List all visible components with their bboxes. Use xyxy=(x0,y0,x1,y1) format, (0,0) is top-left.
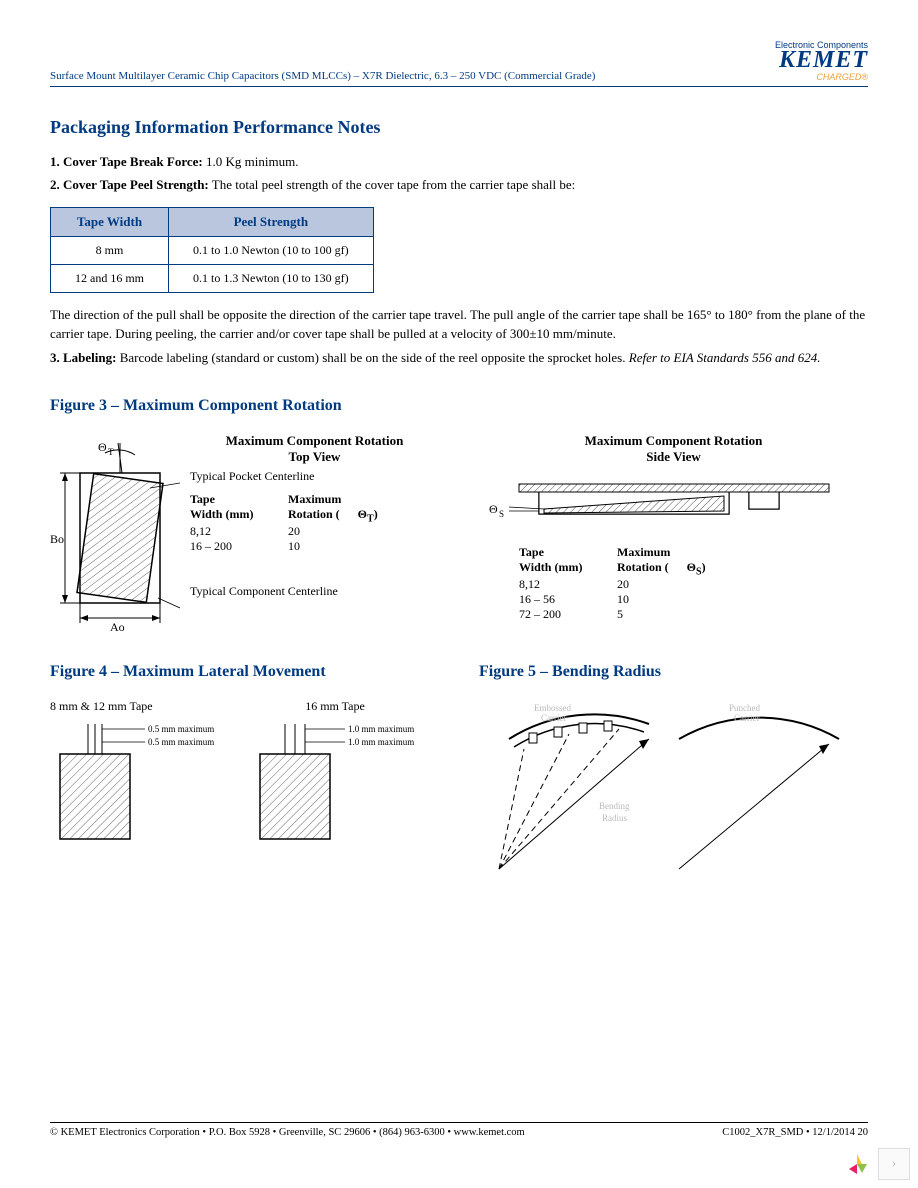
th: ) xyxy=(702,560,706,574)
th: Rotation ( xyxy=(617,560,669,574)
peel-strength-table: Tape Width Peel Strength 8 mm 0.1 to 1.0… xyxy=(50,207,374,293)
td: 10 xyxy=(288,539,378,554)
table-cell: 12 and 16 mm xyxy=(51,264,169,292)
note2-label: 2. Cover Tape Peel Strength: xyxy=(50,177,209,192)
th: Width (mm) xyxy=(190,507,270,524)
svg-text:Radius: Radius xyxy=(602,813,627,823)
doc-title: Surface Mount Multilayer Ceramic Chip Ca… xyxy=(50,70,595,82)
svg-text:Θ: Θ xyxy=(98,440,107,454)
performance-notes: 1. Cover Tape Break Force: 1.0 Kg minimu… xyxy=(50,152,868,195)
fig3-side-title: Maximum Component Rotation Side View xyxy=(479,433,868,465)
fig3-side-svg: ΘS xyxy=(479,469,839,539)
fig3-side-table: TapeMaximum Width (mm)Rotation ( ΘS) 8,1… xyxy=(519,545,868,622)
table-row: 8 mm 0.1 to 1.0 Newton (10 to 100 gf) xyxy=(51,236,374,264)
fig3-heading: Figure 3 – Maximum Component Rotation xyxy=(50,397,868,415)
viewer-logo-icon xyxy=(842,1149,872,1179)
td: 10 xyxy=(617,592,707,607)
th: Tape xyxy=(519,545,599,560)
svg-text:1.0 mm maximum: 1.0 mm maximum xyxy=(348,724,414,734)
svg-text:1.0 mm maximum: 1.0 mm maximum xyxy=(348,737,414,747)
peel-th-strength: Peel Strength xyxy=(169,207,374,236)
note3-label: 3. Labeling: xyxy=(50,350,116,365)
td: 8,12 xyxy=(190,524,270,539)
td: 5 xyxy=(617,607,707,622)
fig4-heading: Figure 4 – Maximum Lateral Movement xyxy=(50,663,439,681)
svg-text:Bending: Bending xyxy=(599,801,630,811)
page-footer: © KEMET Electronics Corporation • P.O. B… xyxy=(50,1122,868,1138)
svg-text:Carrier: Carrier xyxy=(734,713,759,723)
table-cell: 0.1 to 1.3 Newton (10 to 130 gf) xyxy=(169,264,374,292)
svg-text:T: T xyxy=(108,447,114,457)
notes-continued: The direction of the pull shall be oppos… xyxy=(50,305,868,368)
note3-italic: Refer to EIA Standards 556 and 624. xyxy=(629,350,821,365)
fig4-right: 16 mm Tape 1.0 mm maximum 1.0 mm maximum xyxy=(250,699,420,844)
fig3-top-table: TapeMaximum Width (mm)Rotation ( ΘT) 8,1… xyxy=(190,492,439,554)
fig3-top-view: ΘT Bo Ao xyxy=(50,433,439,633)
component-centerline-label: Typical Component Centerline xyxy=(190,584,439,599)
fig3-row: ΘT Bo Ao xyxy=(50,433,868,633)
svg-text:Θ: Θ xyxy=(489,502,498,516)
note3-text: Barcode labeling (standard or custom) sh… xyxy=(116,350,628,365)
td: 8,12 xyxy=(519,577,599,592)
svg-text:Ao: Ao xyxy=(110,620,125,633)
svg-text:Embossed: Embossed xyxy=(534,703,571,713)
table-cell: 0.1 to 1.0 Newton (10 to 100 gf) xyxy=(169,236,374,264)
fig4-left-label: 8 mm & 12 mm Tape xyxy=(50,699,220,714)
fig5: Figure 5 – Bending Radius Embossed Carri… xyxy=(479,633,868,879)
fig3-top-svg: ΘT Bo Ao xyxy=(50,433,180,633)
fig4-left-svg: 0.5 mm maximum 0.5 mm maximum xyxy=(50,714,220,844)
svg-text:0.5 mm maximum: 0.5 mm maximum xyxy=(148,724,214,734)
fig3-top-title: Maximum Component Rotation Top View xyxy=(190,433,439,465)
td: 72 – 200 xyxy=(519,607,599,622)
svg-text:Punched: Punched xyxy=(729,703,760,713)
fig4-right-svg: 1.0 mm maximum 1.0 mm maximum xyxy=(250,714,420,844)
table-row: 12 and 16 mm 0.1 to 1.3 Newton (10 to 13… xyxy=(51,264,374,292)
td: 16 – 200 xyxy=(190,539,270,554)
fig3-side-view: Maximum Component Rotation Side View ΘS … xyxy=(479,433,868,622)
td: 16 – 56 xyxy=(519,592,599,607)
brand-logo: Electronic Components KEMET CHARGED® xyxy=(775,40,868,82)
logo-text: KEMET xyxy=(775,50,868,72)
th: Width (mm) xyxy=(519,560,599,577)
page-header: Surface Mount Multilayer Ceramic Chip Ca… xyxy=(50,40,868,87)
logo-tagline-bottom: CHARGED® xyxy=(775,72,868,82)
fig4-left: 8 mm & 12 mm Tape 0.5 mm maximum 0.5 mm … xyxy=(50,699,220,844)
fig45-row: Figure 4 – Maximum Lateral Movement 8 mm… xyxy=(50,633,868,879)
table-cell: 8 mm xyxy=(51,236,169,264)
fig5-heading: Figure 5 – Bending Radius xyxy=(479,663,868,681)
td: 20 xyxy=(288,524,378,539)
peel-th-width: Tape Width xyxy=(51,207,169,236)
svg-text:0.5 mm maximum: 0.5 mm maximum xyxy=(148,737,214,747)
footer-left: © KEMET Electronics Corporation • P.O. B… xyxy=(50,1127,525,1138)
note2-text: The total peel strength of the cover tap… xyxy=(209,177,576,192)
section-heading: Packaging Information Performance Notes xyxy=(50,117,868,138)
svg-text:S: S xyxy=(499,509,504,519)
svg-text:Bo: Bo xyxy=(50,532,64,546)
note2-paragraph: The direction of the pull shall be oppos… xyxy=(50,305,868,344)
fig4-right-label: 16 mm Tape xyxy=(250,699,420,714)
pocket-centerline-label: Typical Pocket Centerline xyxy=(190,469,439,484)
note1-text: 1.0 Kg minimum. xyxy=(203,154,299,169)
th: Rotation ( xyxy=(288,507,340,521)
footer-right: C1002_X7R_SMD • 12/1/2014 20 xyxy=(722,1127,868,1138)
next-page-button[interactable]: › xyxy=(878,1148,910,1180)
th: Tape xyxy=(190,492,270,507)
th: Maximum xyxy=(617,545,707,560)
fig5-svg: Embossed Carrier Punched Carrier Bending… xyxy=(479,699,859,879)
note1-label: 1. Cover Tape Break Force: xyxy=(50,154,203,169)
th: Maximum xyxy=(288,492,378,507)
page-nav-corner: › xyxy=(842,1148,910,1180)
fig4: Figure 4 – Maximum Lateral Movement 8 mm… xyxy=(50,633,439,844)
svg-text:Carrier: Carrier xyxy=(541,713,566,723)
td: 20 xyxy=(617,577,707,592)
th: ) xyxy=(374,507,378,521)
